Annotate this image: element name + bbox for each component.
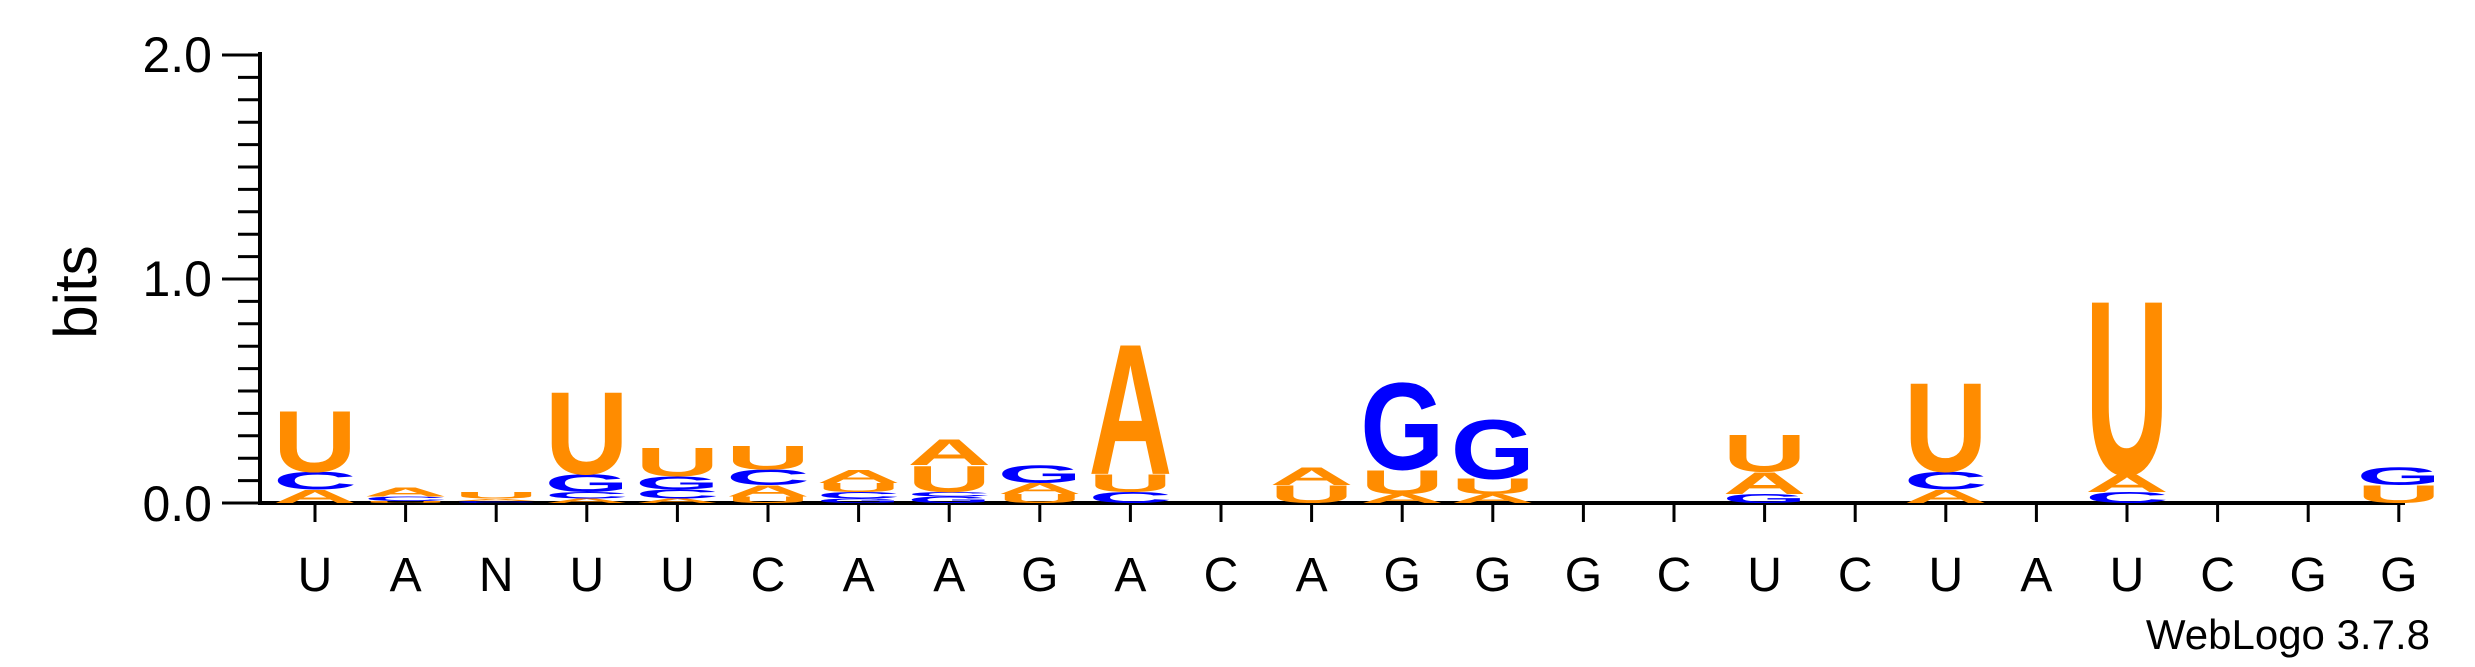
- x-tick-label: U: [569, 549, 604, 602]
- logo-letter-a: A: [1723, 466, 1807, 501]
- logo-letter-c: C: [2085, 489, 2169, 506]
- logo-letter-u: U: [364, 500, 448, 503]
- logo-letter-g: G: [817, 497, 901, 504]
- logo-letter-a: A: [1270, 463, 1354, 491]
- logo-letter-u: U: [2085, 250, 2169, 528]
- x-tick-label: A: [1296, 549, 1328, 602]
- logo-letter-a: A: [817, 466, 901, 487]
- x-tick-label: U: [660, 549, 695, 602]
- logo-letter-a: A: [454, 498, 538, 501]
- x-tick-label: G: [1021, 549, 1058, 602]
- x-tick-label: A: [843, 549, 875, 602]
- logo-letter-g: G: [635, 473, 719, 494]
- logo-letter-u: U: [1360, 463, 1444, 501]
- logo-letter-u: U: [1904, 357, 1988, 499]
- logo-letter-a: A: [635, 497, 719, 504]
- logo-letter-c: C: [907, 491, 991, 498]
- x-tick-label: U: [1747, 549, 1782, 602]
- x-tick-label: A: [1114, 549, 1146, 602]
- y-tick-label-2: 2.0: [142, 27, 212, 83]
- logo-letter-a: A: [1451, 492, 1535, 506]
- x-tick-label: C: [1657, 549, 1692, 602]
- logo-letter-c: C: [1904, 467, 1988, 495]
- logo-letter-g: G: [545, 469, 629, 497]
- logo-letter-u: U: [545, 367, 629, 499]
- logo-letter-u: U: [1088, 469, 1172, 497]
- logo-letter-a: A: [2085, 469, 2169, 497]
- y-ticks: [222, 53, 260, 505]
- logo-letter-c: C: [817, 490, 901, 500]
- logo-letter-u: U: [1451, 474, 1535, 498]
- y-tick-label-0: 0.0: [142, 476, 212, 532]
- weblogo-credit: WebLogo 3.7.8: [2146, 611, 2430, 658]
- x-tick-label: C: [1838, 549, 1873, 602]
- logo-letter-c: C: [726, 465, 810, 489]
- x-tick-label: G: [1565, 549, 1602, 602]
- logo-letter-c: C: [545, 490, 629, 500]
- logo-letter-a: A: [273, 486, 357, 507]
- x-tick-label: C: [1204, 549, 1239, 602]
- x-tick-label: U: [2110, 549, 2145, 602]
- logo-letter-a: A: [1904, 486, 1988, 507]
- logo-letter-u: U: [998, 492, 1082, 506]
- logo-letter-c: C: [454, 500, 538, 503]
- logo-letter-c: C: [364, 495, 448, 502]
- logo-letter-u: U: [273, 393, 357, 490]
- logo-letter-u: U: [635, 440, 719, 485]
- x-tick-label: C: [751, 549, 786, 602]
- logo-letter-a: A: [726, 482, 810, 499]
- logo-letter-g: G: [1451, 403, 1535, 497]
- logo-letter-u: U: [726, 439, 810, 477]
- logo-letter-u: U: [1723, 424, 1807, 483]
- x-tick-label: A: [390, 549, 422, 602]
- x-tick-label: U: [1928, 549, 1963, 602]
- logo-letter-u: U: [726, 495, 810, 505]
- logo-letter-g: G: [1723, 492, 1807, 506]
- logo-letter-c: C: [635, 487, 719, 501]
- y-axis-label: bits: [42, 245, 109, 338]
- logo-letter-g: G: [907, 495, 991, 505]
- x-tick-label: G: [1474, 549, 1511, 602]
- logo-letter-g: G: [1360, 357, 1444, 496]
- logo-letter-a: A: [364, 485, 448, 499]
- logo-letter-c: C: [1088, 489, 1172, 506]
- x-tick-label: G: [2290, 549, 2327, 602]
- logo-letter-a: A: [545, 497, 629, 504]
- x-ticks: [313, 503, 2401, 522]
- x-tick-label: N: [479, 549, 514, 602]
- y-tick-label-1: 1.0: [142, 251, 212, 307]
- logo-letter-c: C: [273, 467, 357, 495]
- x-tick-label: A: [2020, 549, 2052, 602]
- logo-letter-g: G: [2357, 463, 2441, 491]
- logo-letter-u: U: [454, 490, 538, 500]
- logo-letter-a: A: [907, 432, 991, 473]
- x-tick-label: G: [1384, 549, 1421, 602]
- logo-letter-u: U: [907, 459, 991, 500]
- x-tick-label: A: [933, 549, 965, 602]
- logo-letter-u: U: [817, 481, 901, 495]
- logo-letter-a: A: [998, 480, 1082, 497]
- x-tick-label: U: [298, 549, 333, 602]
- x-tick-label: G: [2380, 549, 2417, 602]
- logo-letter-g: G: [998, 460, 1082, 488]
- logo-letter-a: A: [1360, 492, 1444, 506]
- logo-letter-a: A: [1088, 305, 1172, 514]
- x-tick-label: C: [2200, 549, 2235, 602]
